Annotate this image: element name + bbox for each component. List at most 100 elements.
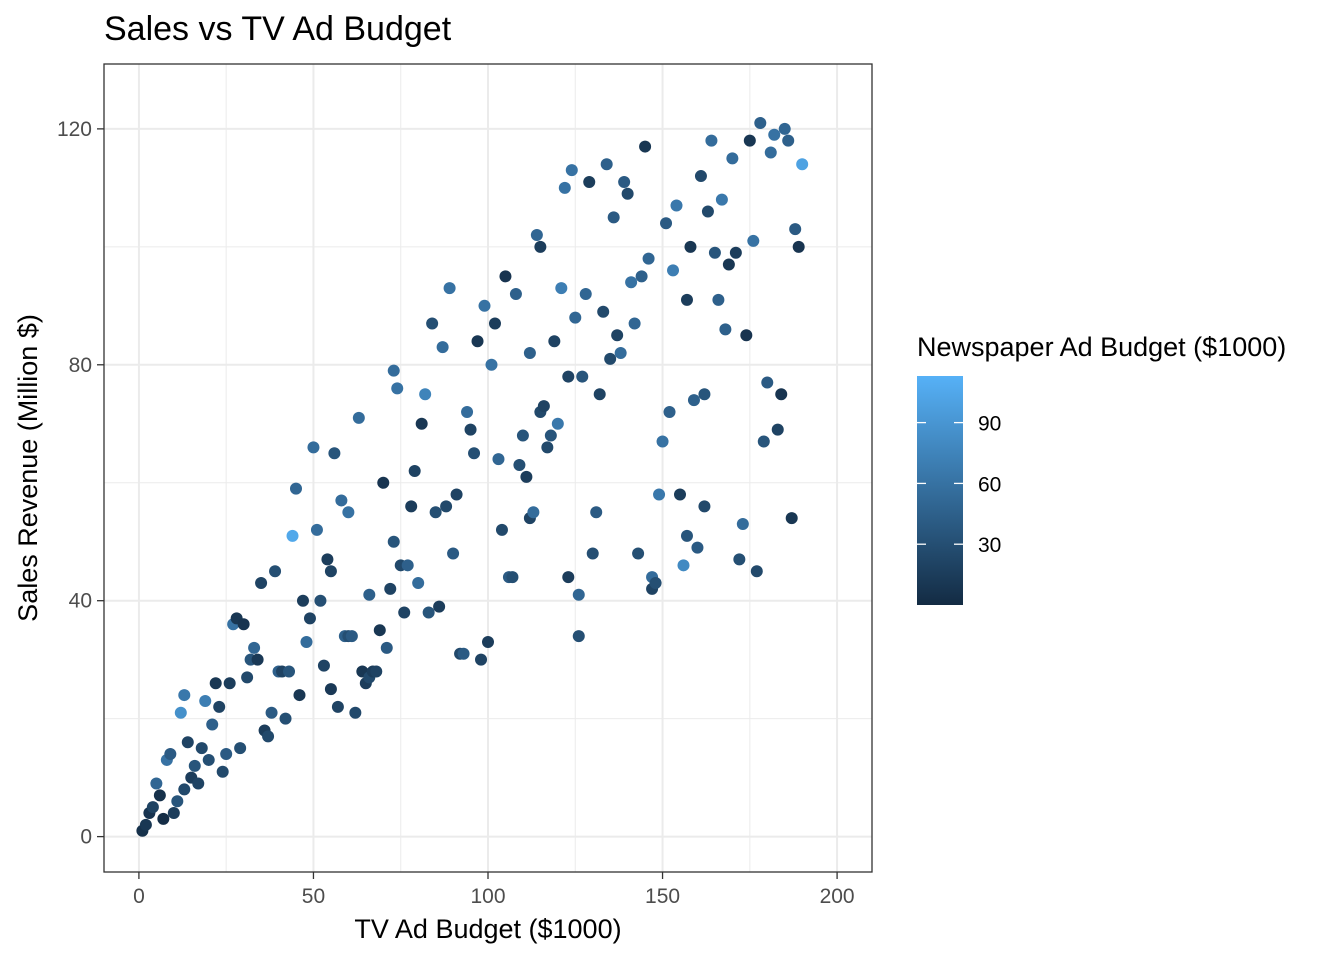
data-point <box>775 388 788 401</box>
data-point <box>283 665 296 678</box>
data-point <box>680 293 693 306</box>
data-point <box>248 641 261 654</box>
data-point <box>223 677 236 690</box>
data-point <box>447 547 460 560</box>
data-point <box>164 748 177 761</box>
data-point <box>426 317 439 330</box>
data-point <box>488 317 501 330</box>
data-point <box>764 146 777 159</box>
data-point <box>632 547 645 560</box>
data-point <box>293 689 306 702</box>
data-point <box>314 594 327 607</box>
data-point <box>387 364 400 377</box>
data-point <box>520 470 533 483</box>
data-point <box>656 435 669 448</box>
data-point <box>523 346 536 359</box>
y-tick-label: 40 <box>69 590 92 613</box>
data-point <box>534 240 547 253</box>
data-point <box>324 683 337 696</box>
data-point <box>436 341 449 354</box>
data-point <box>719 323 732 336</box>
data-point <box>705 134 718 147</box>
legend-breaks: 30 60 90 <box>917 413 1001 557</box>
data-point <box>541 441 554 454</box>
data-point <box>342 506 355 519</box>
legend-break-label: 30 <box>978 534 1001 557</box>
data-point <box>726 152 739 165</box>
data-point <box>572 630 585 643</box>
data-point <box>740 329 753 342</box>
data-point <box>349 706 362 719</box>
data-point <box>384 582 397 595</box>
data-point <box>604 352 617 365</box>
y-tick-label: 120 <box>57 118 92 141</box>
legend-title: Newspaper Ad Budget ($1000) <box>917 332 1286 362</box>
data-point <box>377 476 390 489</box>
data-point <box>408 464 421 477</box>
data-point <box>621 187 634 200</box>
chart-title: Sales vs TV Ad Budget <box>104 10 452 48</box>
data-point <box>251 653 264 666</box>
data-point <box>653 488 666 501</box>
data-point <box>471 335 484 348</box>
data-point <box>492 453 505 466</box>
data-point <box>684 240 697 253</box>
data-point <box>618 175 631 188</box>
data-point <box>694 170 707 183</box>
data-point <box>597 305 610 318</box>
data-point <box>670 199 683 212</box>
data-point <box>206 718 219 731</box>
data-point <box>464 423 477 436</box>
data-point <box>310 523 323 536</box>
data-point <box>789 223 802 236</box>
data-point <box>178 689 191 702</box>
data-point <box>300 635 313 648</box>
data-point <box>213 700 226 713</box>
data-point <box>722 258 735 271</box>
data-point <box>335 494 348 507</box>
data-point <box>188 759 201 772</box>
data-point <box>391 382 404 395</box>
data-point <box>698 388 711 401</box>
data-point <box>345 630 358 643</box>
data-point <box>733 553 746 566</box>
data-point <box>265 706 278 719</box>
data-point <box>642 252 655 265</box>
data-point <box>457 647 470 660</box>
data-point <box>712 293 725 306</box>
data-point <box>178 783 191 796</box>
data-point <box>373 624 386 637</box>
data-point <box>792 240 805 253</box>
data-point <box>544 429 557 442</box>
data-point <box>485 358 498 371</box>
data-point <box>611 329 624 342</box>
data-point <box>202 753 215 766</box>
data-point <box>324 565 337 578</box>
data-point <box>572 588 585 601</box>
data-point <box>157 812 170 825</box>
data-point <box>708 246 721 259</box>
data-point <box>761 376 774 389</box>
data-point <box>422 606 435 619</box>
data-point <box>429 506 442 519</box>
data-point <box>715 193 728 206</box>
data-point <box>562 370 575 383</box>
data-point <box>499 270 512 283</box>
data-point <box>537 400 550 413</box>
data-point <box>743 134 756 147</box>
data-point <box>590 506 603 519</box>
data-point <box>639 140 652 153</box>
data-point <box>181 736 194 749</box>
data-point <box>687 394 700 407</box>
data-point <box>600 158 613 171</box>
data-point <box>530 229 543 242</box>
data-point <box>625 276 638 289</box>
data-point <box>478 299 491 312</box>
x-tick-label: 150 <box>645 885 680 908</box>
data-point <box>565 164 578 177</box>
x-tick-label: 200 <box>820 885 855 908</box>
data-point <box>586 547 599 560</box>
y-axis-title: Sales Revenue (Million $) <box>13 314 43 622</box>
x-axis-title: TV Ad Budget ($1000) <box>354 914 621 944</box>
